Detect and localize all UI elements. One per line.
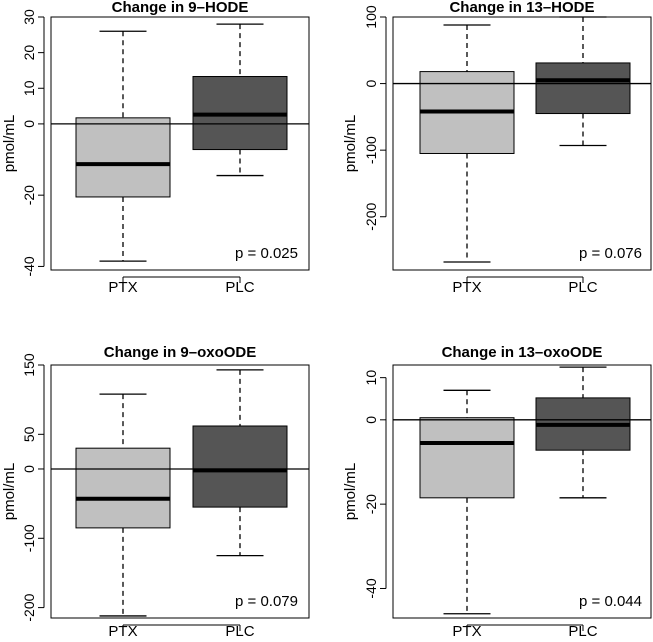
x-category-label: PTX — [452, 623, 481, 640]
p-value-annotation: p = 0.025 — [235, 245, 298, 262]
chart-title: Change in 9–HODE — [112, 0, 249, 16]
y-tick-label: -100 — [21, 524, 37, 552]
x-category-label: PTX — [108, 623, 137, 640]
y-tick-label: -200 — [363, 203, 379, 231]
x-category-label: PLC — [568, 623, 597, 640]
y-axis-label: pmol/mL — [1, 115, 18, 173]
y-tick-label: 10 — [21, 80, 37, 96]
chart-title: Change in 13–oxoODE — [442, 344, 603, 361]
p-value-annotation: p = 0.044 — [579, 593, 642, 610]
y-tick-label: 50 — [21, 426, 37, 442]
y-tick-label: 100 — [363, 5, 379, 29]
box-ptx — [419, 417, 515, 499]
x-category-label: PLC — [225, 279, 254, 296]
y-axis-label: pmol/mL — [342, 463, 359, 521]
y-tick-label: -20 — [363, 494, 379, 514]
panel-13-hode: Change in 13–HODE 100 0 -100 -200 pmol/mL PTX P… — [342, 0, 652, 296]
y-tick-label: 20 — [21, 45, 37, 61]
x-category-label: PTX — [452, 279, 481, 296]
y-tick-label: -40 — [21, 256, 37, 276]
x-category-label: PTX — [108, 279, 137, 296]
y-axis-label: pmol/mL — [1, 463, 18, 521]
y-tick-label: 0 — [363, 416, 379, 424]
plot-frame — [50, 364, 310, 619]
x-category-label: PLC — [568, 279, 597, 296]
box-ptx — [75, 447, 171, 529]
panel-9-oxoode: Change in 9–oxoODE 150 50 0 -100 -200 pmol/mL P… — [1, 344, 310, 640]
plot-frame — [50, 16, 310, 271]
box-plc — [192, 425, 288, 508]
p-value-annotation: p = 0.076 — [579, 245, 642, 262]
plot-frame — [392, 16, 652, 271]
chart-title: Change in 9–oxoODE — [104, 344, 257, 361]
y-tick-label: 30 — [21, 9, 37, 25]
y-tick-label: -100 — [363, 136, 379, 164]
p-value-annotation: p = 0.079 — [235, 593, 298, 610]
box-ptx — [75, 117, 171, 198]
panel-9-hode: Change in 9–HODE 30 20 10 0 -20 -40 pmol/mL PTX P… — [1, 0, 310, 296]
y-axis-label: pmol/mL — [342, 115, 359, 173]
plot-frame — [392, 364, 652, 619]
y-tick-label: 0 — [21, 120, 37, 128]
chart-title: Change in 13–HODE — [449, 0, 594, 16]
y-tick-label: 0 — [21, 465, 37, 473]
y-tick-label: 150 — [21, 353, 37, 377]
y-tick-label: 10 — [363, 370, 379, 386]
box-plc — [535, 62, 631, 115]
y-tick-label: -200 — [21, 593, 37, 621]
panel-13-oxoode: Change in 13–oxoODE 10 0 -20 -40 pmol/mL PTX PL… — [342, 344, 652, 640]
y-tick-label: 0 — [363, 79, 379, 87]
x-category-label: PLC — [225, 623, 254, 640]
y-tick-label: -40 — [363, 578, 379, 598]
y-tick-label: -20 — [21, 185, 37, 205]
